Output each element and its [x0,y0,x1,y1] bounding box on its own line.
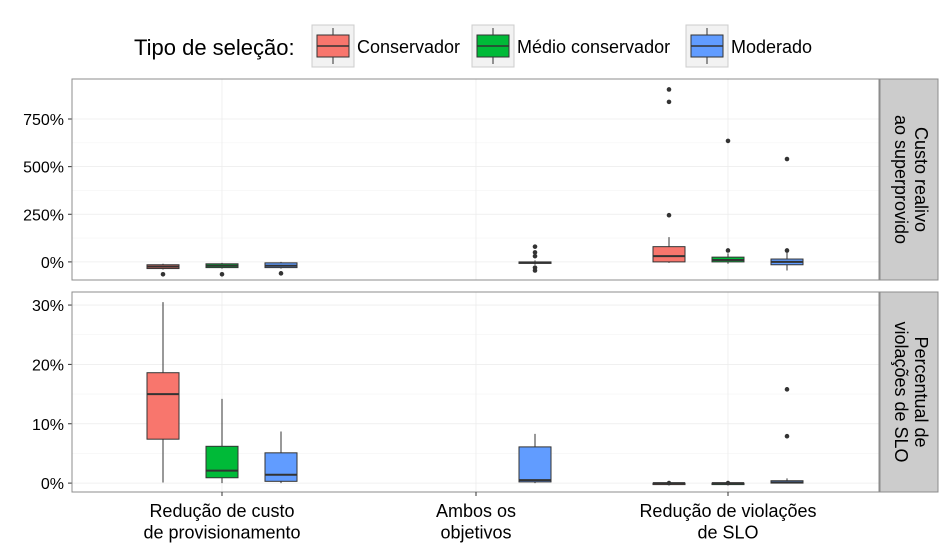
box-iqr [205,445,239,479]
outlier-point [725,248,731,253]
box-médio-conservador [205,398,239,484]
box-conservador [146,263,180,277]
facet-strip-label-line: Percentual de [911,336,931,447]
box-moderado [518,244,552,273]
legend-label: Conservador [357,37,460,57]
outlier-point [666,99,672,105]
panel-background [72,292,879,492]
legend-title: Tipo de seleção: [134,35,295,60]
facet-strip [879,78,939,281]
y-tick-label: 0% [41,255,64,272]
x-tick-label-line: de SLO [697,523,758,543]
y-tick-label: 250% [23,207,64,224]
x-tick-label-line: Redução de custo [149,501,294,521]
outlier-point [784,156,790,162]
box-iqr [518,446,552,483]
y-tick-label: 20% [32,357,64,374]
box-conservador [146,302,180,483]
x-tick-label-line: Redução de violações [639,501,816,521]
outlier-point [219,271,225,277]
box-moderado [770,156,804,271]
legend-key [685,24,729,68]
outlier-point [725,480,731,486]
x-axis: Redução de custo de provisionamento Ambos … [143,492,817,543]
x-tick-label: Redução de violações de SLO [639,501,816,543]
outlier-point [666,212,672,218]
box-moderado [264,261,298,276]
legend-key [471,24,515,68]
box-moderado [770,387,804,484]
outlier-point [784,248,790,253]
box-médio-conservador [711,138,745,264]
outlier-point [160,271,166,277]
outlier-point [532,253,538,259]
outlier-point [278,271,284,276]
x-tick-label-line: de provisionamento [143,523,300,543]
panel-slo: 0% 10% 20% 30% Percentual deviolações de SLO [32,291,939,493]
box-iqr [146,372,180,440]
panel-background [72,79,879,280]
panel-border [71,78,880,281]
y-tick-label: 750% [23,112,64,129]
outlier-point [666,87,672,92]
box-iqr [264,452,298,482]
outlier-point [784,387,790,392]
legend-key [311,24,355,68]
y-tick-label: 0% [41,476,64,493]
outlier-point [532,250,538,255]
y-tick-label: 500% [23,160,64,177]
outlier-point [666,480,672,486]
outlier-point [532,268,538,273]
box-conservador [652,480,686,486]
outlier-point [784,433,790,439]
x-tick-label: Redução de custo de provisionamento [143,501,300,543]
facet-strip-label-line: Custo realivo [911,127,931,232]
facet-strip-label-line: violações de SLO [891,321,911,462]
box-conservador [652,87,686,263]
box-médio-conservador [205,262,239,277]
panel-cost: 0% 250% 500% 750% Custo realivoao superprovi… [23,78,939,281]
y-tick-label: 30% [32,298,64,315]
facet-strip-label-line: ao superprovido [891,115,911,244]
y-tick-label: 10% [32,417,64,434]
facet-strip [879,291,939,493]
legend-label: Médio conservador [517,37,670,57]
box-médio-conservador [711,480,745,486]
box-moderado [518,433,552,484]
outlier-point [532,244,538,249]
x-tick-label: Ambos os objetivos [436,501,516,543]
box-iqr [652,246,686,263]
facet-strip-label: Percentual deviolações de SLO [891,321,931,462]
x-tick-label-line: objetivos [440,523,511,543]
outlier-point [725,138,731,144]
facet-strip-label: Custo realivoao superprovido [891,115,931,244]
box-moderado [264,431,298,484]
x-tick-label-line: Ambos os [436,501,516,521]
legend-label: Moderado [731,37,812,57]
legend: Tipo de seleção: Conservador Médio conserv… [134,24,812,68]
